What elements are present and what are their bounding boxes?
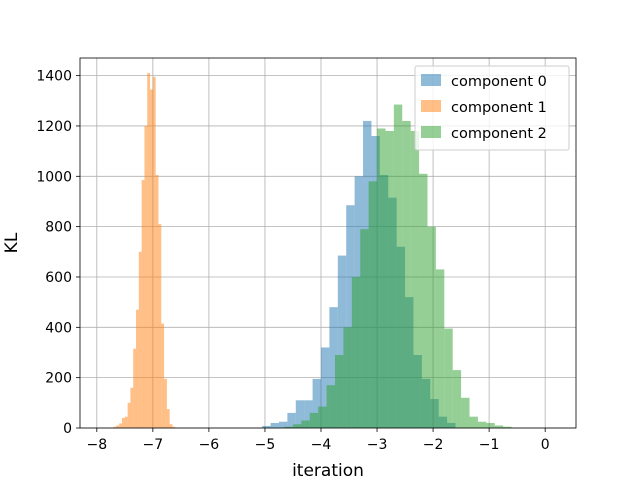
histogram-bar [368, 181, 378, 428]
histogram-bar [410, 130, 420, 428]
y-tick-label: 1000 [36, 169, 72, 185]
y-tick-label: 800 [45, 220, 72, 236]
histogram-bar [133, 348, 137, 428]
histogram-bar [169, 424, 173, 428]
legend-swatch [421, 126, 441, 138]
histogram-bar [320, 347, 330, 428]
histogram-bar [262, 425, 271, 428]
histogram-bar [113, 426, 117, 428]
y-tick-label: 400 [45, 320, 72, 336]
histogram-bar [461, 397, 470, 428]
histogram-bar [155, 175, 159, 428]
histogram-bar [138, 251, 142, 428]
y-tick-label: 600 [45, 270, 72, 286]
axes-frame [79, 57, 577, 429]
histogram-bar [329, 307, 338, 428]
x-tick-label: −5 [255, 437, 276, 453]
series-1-bars [113, 73, 176, 429]
histogram-bar [335, 355, 344, 428]
histogram-bar [486, 422, 495, 428]
histogram-bar [287, 412, 296, 428]
histogram-bar [343, 327, 352, 428]
histogram-bar [318, 406, 327, 428]
x-tick-label: −7 [143, 437, 164, 453]
histogram-bar [119, 423, 123, 428]
histogram-bar [124, 416, 128, 428]
legend: component 0 component 1 component 2 [414, 65, 570, 151]
histogram-bar [172, 426, 176, 428]
histogram-bar [435, 269, 445, 428]
histogram-bar [144, 125, 148, 429]
histogram-bar [503, 426, 512, 428]
histogram-bar [270, 422, 279, 428]
histogram-bar [130, 387, 134, 428]
histogram-bar [164, 378, 167, 428]
histogram-bar [158, 224, 162, 428]
x-tick-label: −2 [423, 437, 444, 453]
histogram-bar [393, 104, 403, 428]
x-tick-label: −1 [479, 437, 500, 453]
x-tick-label: 0 [541, 437, 550, 453]
histogram-bar [427, 226, 436, 428]
legend-swatch [421, 100, 441, 112]
histogram-bar [278, 421, 288, 428]
y-tick-label: 200 [45, 371, 72, 387]
histogram-bars [113, 73, 512, 429]
x-tick-label: −4 [311, 437, 332, 453]
histogram-bar [304, 400, 313, 428]
histogram-bar [284, 426, 293, 428]
series-2-bars [284, 104, 512, 428]
histogram-bar [292, 424, 302, 428]
histogram-bar [116, 425, 120, 428]
x-axis-label: iteration [292, 461, 364, 480]
histogram-bar [166, 409, 170, 428]
x-tick-label: −8 [86, 437, 107, 453]
histogram-bar [377, 128, 386, 428]
histogram-bar [127, 402, 131, 428]
y-tick-label: 1200 [36, 119, 72, 135]
legend-label: component 1 [451, 100, 547, 116]
y-axis-label: KL [2, 232, 22, 253]
histogram-bar [444, 328, 453, 428]
histogram-bar [494, 425, 504, 428]
histogram-bar [477, 421, 487, 428]
legend-box [414, 65, 570, 151]
legend-label: component 2 [451, 126, 547, 142]
histogram-bar [301, 420, 310, 428]
histogram-bar [295, 400, 305, 428]
histogram-bar [402, 120, 411, 428]
histogram-bar [469, 416, 478, 428]
histogram-bar [141, 180, 145, 428]
histogram-bar [385, 130, 394, 428]
legend-label: component 0 [451, 74, 547, 90]
histogram-bar [136, 309, 139, 428]
histogram-bar [337, 255, 347, 428]
histogram-bar [419, 173, 428, 428]
histogram-bar [150, 89, 153, 428]
x-tick-label: −3 [367, 437, 388, 453]
histogram-bar [346, 205, 355, 428]
y-tick-label: 0 [63, 421, 72, 437]
histogram-bar [147, 73, 151, 428]
histogram-bar [326, 385, 336, 428]
histogram-bar [309, 412, 319, 428]
x-axis: −8 −7 −6 −5 −4 −3 −2 −1 0 [86, 428, 550, 453]
histogram-bar [312, 378, 321, 428]
histogram-bar [152, 76, 156, 428]
histogram-bar [122, 417, 125, 428]
histogram-bar [161, 323, 165, 428]
y-tick-label: 1400 [36, 69, 72, 85]
histogram-bar [452, 370, 462, 428]
x-tick-label: −6 [199, 437, 220, 453]
histogram-bar [360, 229, 369, 428]
y-axis: 0 200 400 600 800 1000 1200 1400 [36, 69, 80, 437]
histogram-bar [351, 276, 361, 428]
legend-swatch [421, 74, 441, 86]
